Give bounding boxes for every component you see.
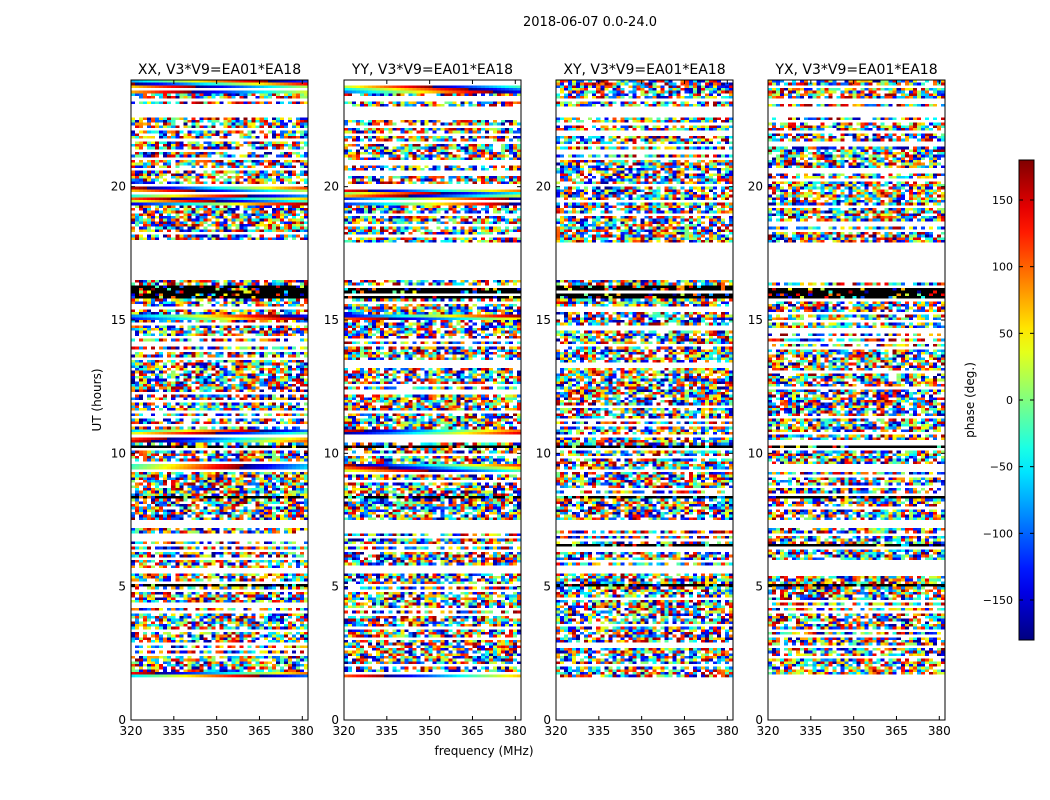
x-tick-label: 350 [418,724,441,738]
panel-title: YY, V3*V9=EA01*EA18 [351,62,513,78]
x-tick-label: 365 [885,724,908,738]
colorbar-tick-label: 50 [999,327,1013,340]
x-tick-label: 320 [120,724,143,738]
y-tick-label: 5 [331,580,339,594]
x-tick-label: 380 [291,724,314,738]
x-tick-label: 365 [673,724,696,738]
panel-frame [343,79,522,721]
x-tick-label: 335 [799,724,822,738]
x-tick-label: 320 [333,724,356,738]
colorbar-tick-label: 0 [1006,394,1013,407]
x-axis-label: frequency (MHz) [434,744,533,758]
y-tick-label: 0 [331,713,339,727]
x-tick-label: 335 [162,724,185,738]
heatmap-cells [131,80,308,678]
panel-2: YY, V3*V9=EA01*EA18 320 335 350 365 380 0 5 10 15… [324,62,527,738]
panel-frame [130,79,309,721]
y-tick-label: 10 [748,446,763,460]
panel-title: YX, V3*V9=EA01*EA18 [774,62,937,78]
x-tick-label: 335 [375,724,398,738]
colorbar-tick-label: −100 [983,527,1013,540]
y-tick-label: 0 [543,713,551,727]
y-tick-label: 20 [324,180,339,194]
panel-4: YX, V3*V9=EA01*EA18 320 335 350 365 380 0 5 10 15… [748,62,951,738]
y-tick-label: 15 [111,313,126,327]
y-tick-label: 0 [118,713,126,727]
panel-frame [767,79,946,721]
panel-frame [555,79,734,721]
y-tick-label: 5 [755,580,763,594]
x-tick-label: 365 [248,724,271,738]
y-tick-label: 5 [543,580,551,594]
panel-title: XX, V3*V9=EA01*EA18 [138,62,301,78]
x-tick-label: 365 [461,724,484,738]
panel-1: XX, V3*V9=EA01*EA18 320 335 350 365 380 0 5 10 15… [111,62,314,738]
y-tick-label: 0 [755,713,763,727]
colorbar: −150 −100 −50 0 50 100 150 [983,159,1035,641]
heatmap-cells [556,80,733,678]
y-tick-label: 5 [118,580,126,594]
x-tick-label: 350 [630,724,653,738]
panel-3: XY, V3*V9=EA01*EA18 320 335 350 365 380 0 5 10 15… [536,62,739,738]
y-tick-label: 20 [748,180,763,194]
panels: XX, V3*V9=EA01*EA18 320 335 350 365 380 0 5 10 15… [111,62,951,738]
y-tick-label: 10 [111,446,126,460]
colorbar-tick-label: −50 [990,461,1013,474]
y-tick-label: 15 [324,313,339,327]
heatmap-cells [768,80,945,678]
colorbar-tick-label: −150 [983,594,1013,607]
y-tick-label: 20 [536,180,551,194]
x-tick-label: 380 [716,724,739,738]
figure-title: 2018-06-07 0.0-24.0 [523,15,657,30]
y-tick-label: 15 [536,313,551,327]
y-tick-label: 20 [111,180,126,194]
panel-title: XY, V3*V9=EA01*EA18 [563,62,725,78]
heatmap-cells [344,80,521,678]
x-tick-label: 380 [504,724,527,738]
x-tick-label: 320 [545,724,568,738]
x-tick-label: 350 [842,724,865,738]
y-axis-label: UT (hours) [90,368,104,431]
y-tick-label: 10 [536,446,551,460]
y-tick-label: 15 [748,313,763,327]
x-tick-label: 320 [757,724,780,738]
x-tick-label: 335 [587,724,610,738]
y-tick-label: 10 [324,446,339,460]
x-tick-label: 350 [205,724,228,738]
colorbar-tick-label: 100 [992,261,1013,274]
colorbar-label: phase (deg.) [963,362,977,438]
colorbar-tick-label: 150 [992,194,1013,207]
x-tick-label: 380 [928,724,951,738]
